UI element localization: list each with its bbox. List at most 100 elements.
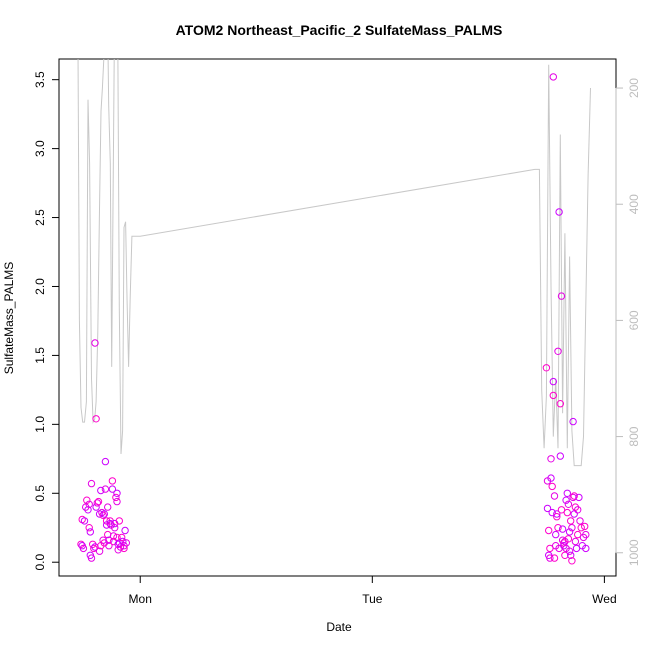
data-point [567, 551, 575, 559]
data-point [97, 486, 105, 495]
chart-title: ATOM2 Northeast_Pacific_2 SulfateMass_PA… [176, 22, 503, 38]
data-point [568, 524, 576, 532]
data-point [556, 400, 564, 408]
data-point [95, 547, 104, 555]
data-point [548, 508, 556, 517]
data-point [582, 544, 590, 553]
data-point [543, 504, 552, 513]
data-point [93, 499, 102, 507]
data-point [570, 492, 578, 500]
data-point [554, 347, 562, 355]
y2-tick-label: 200 [627, 78, 641, 98]
y-tick-label: 1.5 [33, 347, 47, 364]
data-point [557, 292, 566, 300]
data-point [80, 517, 89, 525]
data-point [119, 537, 127, 546]
data-point [113, 497, 121, 506]
data-point [545, 526, 553, 535]
data-point [547, 474, 555, 482]
y-tick-label: 2.0 [33, 278, 47, 295]
data-point [558, 525, 567, 533]
data-point [572, 544, 581, 553]
data-point [569, 493, 577, 502]
y-axis-label: SulfateMass_PALMS [2, 262, 16, 375]
data-point [568, 557, 576, 565]
data-point [565, 547, 574, 555]
data-point [108, 485, 117, 493]
data-point [104, 503, 112, 511]
data-point [564, 500, 573, 508]
data-point [563, 489, 571, 497]
data-point [77, 540, 85, 548]
x-tick-label: Tue [362, 592, 383, 606]
data-point [565, 528, 574, 536]
data-point [553, 513, 561, 521]
data-point [101, 457, 110, 466]
data-point [94, 497, 103, 506]
data-point [87, 554, 96, 562]
pressure-line [77, 59, 591, 467]
data-point [582, 530, 590, 539]
data-point [83, 496, 91, 504]
y-tick-label: 0.0 [33, 554, 47, 571]
data-point [575, 493, 583, 502]
data-point [91, 339, 99, 347]
pressure-line-layer [77, 59, 591, 467]
data-point [570, 510, 578, 518]
data-point [550, 492, 559, 500]
data-point [556, 452, 564, 460]
data-point [555, 208, 563, 216]
data-point [85, 524, 93, 532]
data-point [101, 485, 110, 493]
data-point [79, 544, 88, 553]
data-point [85, 500, 93, 508]
data-point [542, 364, 551, 372]
data-point [569, 417, 577, 426]
y2-tick-label: 800 [627, 426, 641, 446]
data-point [100, 510, 109, 518]
plot-frame [58, 58, 617, 577]
x-tick-label: Mon [129, 592, 152, 606]
data-point [118, 533, 126, 542]
y2-tick-label: 600 [627, 310, 641, 330]
data-point [546, 554, 554, 562]
data-point [567, 517, 575, 525]
data-point [576, 517, 584, 525]
data-point [113, 489, 121, 497]
data-point [547, 455, 555, 463]
y-tick-label: 3.0 [33, 140, 47, 157]
data-point [108, 477, 117, 485]
data-point [84, 506, 92, 514]
data-point [581, 522, 589, 531]
data-point [109, 532, 118, 540]
data-point [548, 482, 556, 491]
data-point [112, 493, 120, 502]
axes-layer: 0.0 0.5 1.0 1.5 2.0 2.5 3.0 3.5 Mon Tue Wed 200 400 6… [33, 71, 641, 606]
y-tick-label: 2.5 [33, 209, 47, 226]
data-point [554, 524, 562, 532]
data-point [106, 519, 114, 528]
points-layer [77, 73, 590, 565]
y2-tick-label: 400 [627, 194, 641, 214]
data-point [549, 73, 557, 81]
x-tick-label: Wed [592, 592, 616, 606]
data-point [86, 528, 95, 536]
x-axis-label: Date [326, 620, 352, 634]
y-tick-label: 0.5 [33, 485, 47, 502]
data-point [90, 544, 98, 553]
data-point [561, 551, 569, 559]
data-point [564, 535, 573, 543]
data-point [111, 524, 119, 532]
data-point [552, 530, 560, 539]
data-point [563, 508, 571, 517]
data-point [546, 544, 554, 553]
data-point [105, 536, 113, 544]
data-point [557, 506, 566, 514]
data-point [571, 537, 580, 546]
y-tick-label: 1.0 [33, 416, 47, 433]
data-point [115, 517, 124, 525]
y-tick-label: 3.5 [33, 71, 47, 88]
data-point [549, 377, 557, 386]
data-point [550, 554, 559, 562]
